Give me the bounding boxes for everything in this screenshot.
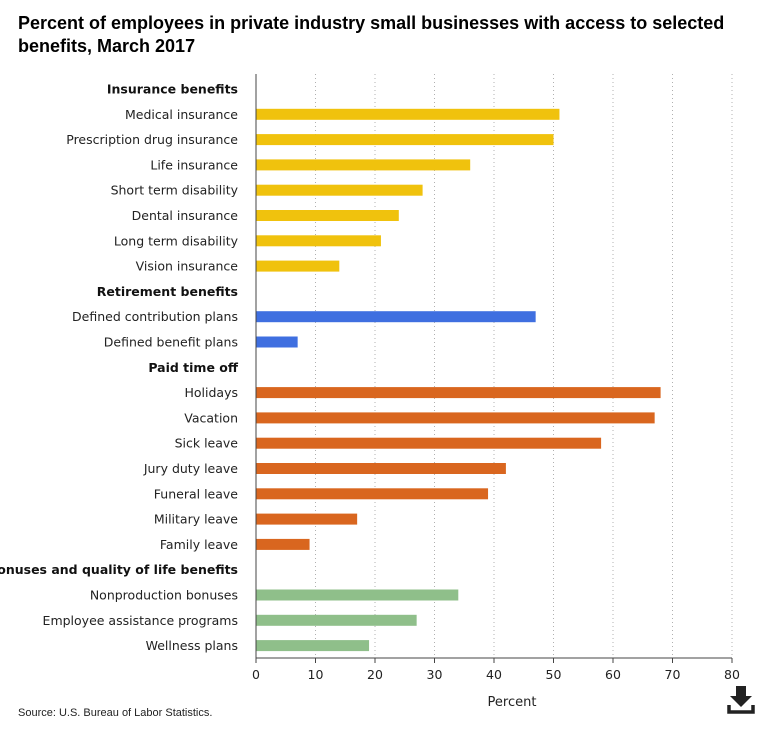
grid-lines [315,74,733,658]
category-label: Nonproduction bonuses [90,588,238,603]
bars [256,108,661,652]
category-label: Prescription drug insurance [66,132,238,147]
category-label: Employee assistance programs [43,613,238,628]
x-tick-label: 70 [665,667,681,682]
x-tick-label: 50 [546,667,562,682]
category-label: Medical insurance [125,107,238,122]
category-label: Long term disability [114,233,239,248]
bar [256,336,298,348]
category-label: Jury duty leave [143,461,238,476]
bar [256,108,560,120]
category-label: Funeral leave [154,486,239,501]
group-label: Retirement benefits [97,284,238,299]
category-label: Vacation [184,410,238,425]
category-label: Defined contribution plans [72,309,238,324]
x-axis-title: Percent [488,695,537,710]
source-note: Source: U.S. Bureau of Labor Statistics. [18,707,213,719]
x-tick-label: 60 [605,667,621,682]
bar [256,614,417,626]
x-tick-label: 10 [308,667,324,682]
bar [256,184,423,196]
category-label: Military leave [154,512,238,527]
group-label: Insurance benefits [107,82,238,97]
group-label: Bonuses and quality of life benefits [0,562,238,577]
bar [256,311,536,323]
x-tick-label: 0 [252,667,260,682]
bar [256,387,661,399]
category-label: Vision insurance [136,259,239,274]
category-label: Family leave [160,537,238,552]
bar [256,463,506,474]
group-label: Paid time off [148,360,239,375]
bar [256,437,602,449]
x-tick-label: 30 [427,667,443,682]
download-icon [727,686,755,714]
bar [256,260,340,272]
x-tick-label: 80 [724,667,740,682]
bar [256,210,399,221]
x-tick-label: 20 [367,667,383,682]
category-label: Life insurance [150,157,238,172]
category-label: Wellness plans [146,638,238,653]
category-label: Holidays [185,385,239,400]
bar [256,134,554,146]
bar [256,538,310,550]
x-tick-label: 40 [486,667,502,682]
category-label: Dental insurance [132,208,239,223]
category-label: Sick leave [175,436,239,451]
bar [256,513,358,525]
download-button[interactable] [726,684,756,714]
bar [256,488,489,500]
chart-title: Percent of employees in private industry… [18,13,725,56]
category-label: Short term disability [111,183,239,198]
category-labels: Insurance benefits Medical insurance Presc… [0,82,239,654]
bar [256,159,471,171]
bar [256,640,370,652]
bar [256,412,655,424]
x-axis-ticks: 0 10 20 30 40 50 60 70 80 [252,658,740,682]
bar [256,589,459,601]
category-label: Defined benefit plans [104,335,238,350]
bar [256,235,381,247]
